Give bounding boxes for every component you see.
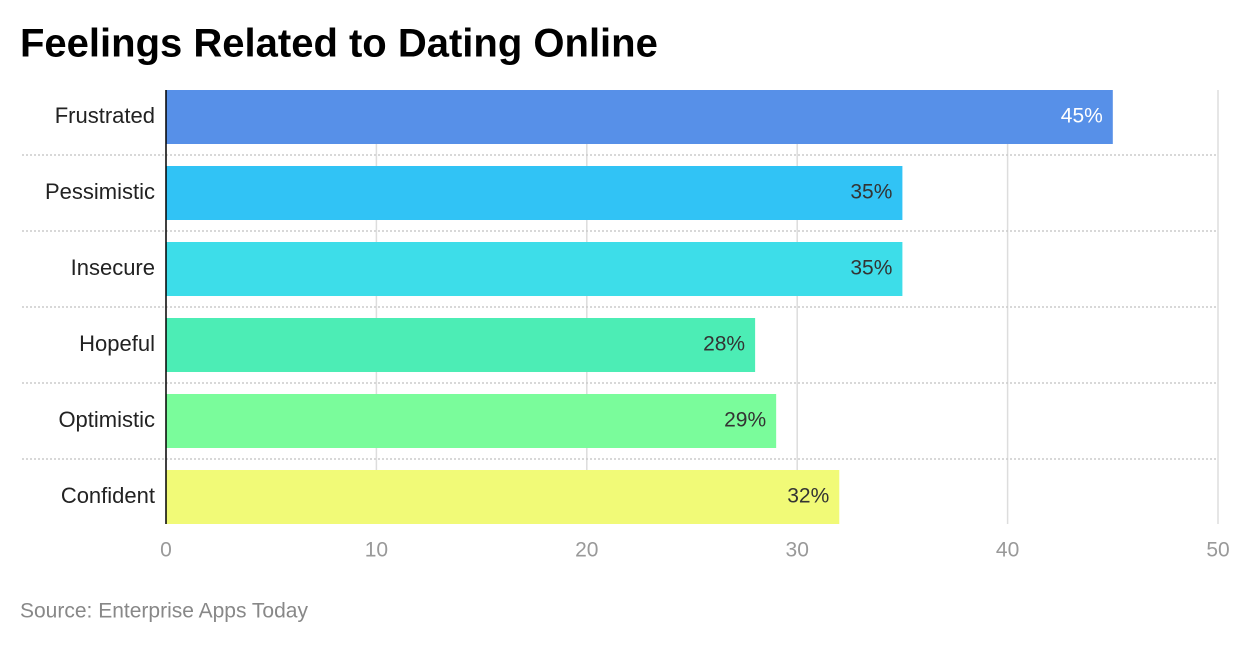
x-tick-label: 20: [575, 539, 598, 562]
chart-title: Feelings Related to Dating Online: [20, 22, 658, 66]
bar: [166, 318, 756, 372]
bar: [166, 470, 840, 524]
y-tick-label: Confident: [61, 483, 155, 508]
bar: [166, 166, 903, 220]
bar: [166, 242, 903, 296]
x-tick-label: 40: [996, 539, 1019, 562]
data-label: 32%: [787, 485, 829, 508]
source-note: Source: Enterprise Apps Today: [20, 600, 308, 623]
bar: [166, 90, 1113, 144]
y-tick-label: Insecure: [71, 255, 155, 280]
x-tick-label: 10: [365, 539, 388, 562]
x-tick-label: 30: [786, 539, 809, 562]
data-label: 35%: [850, 181, 892, 204]
x-tick-label: 0: [160, 539, 172, 562]
data-label: 35%: [850, 257, 892, 280]
y-tick-label: Pessimistic: [45, 179, 155, 204]
y-tick-label: Hopeful: [79, 331, 155, 356]
y-tick-label: Frustrated: [55, 103, 155, 128]
bar: [166, 394, 777, 448]
data-label: 45%: [1061, 105, 1103, 128]
data-label: 29%: [724, 409, 766, 432]
x-tick-label: 50: [1206, 539, 1229, 562]
y-tick-label: Optimistic: [58, 407, 155, 432]
data-label: 28%: [703, 333, 745, 356]
